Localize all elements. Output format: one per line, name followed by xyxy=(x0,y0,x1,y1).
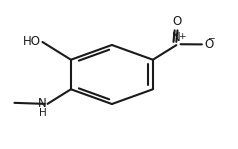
Text: HO: HO xyxy=(23,35,41,48)
Text: +: + xyxy=(178,32,186,41)
Text: N: N xyxy=(38,97,47,110)
Text: −: − xyxy=(207,33,215,42)
Text: O: O xyxy=(172,15,181,28)
Text: N: N xyxy=(172,31,181,44)
Text: O: O xyxy=(205,38,214,51)
Text: H: H xyxy=(39,108,47,118)
